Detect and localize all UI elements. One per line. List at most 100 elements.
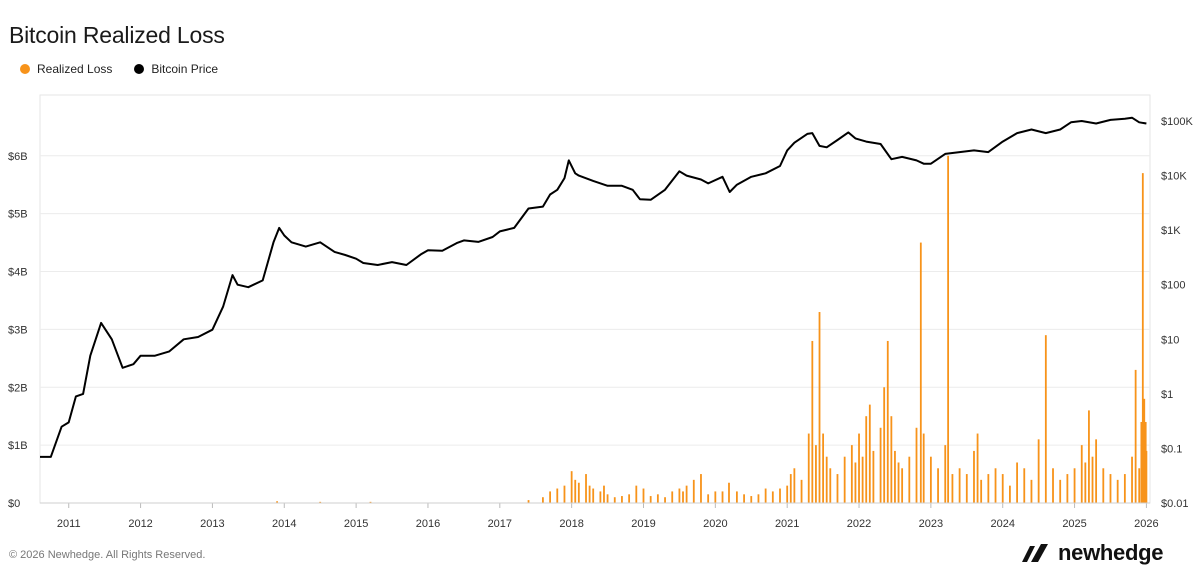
x-tick-label: 2012 bbox=[128, 518, 152, 530]
realized-loss-bar bbox=[915, 427, 918, 503]
x-tick-label: 2023 bbox=[919, 518, 943, 530]
x-tick-label: 2020 bbox=[703, 518, 727, 530]
realized-loss-bar bbox=[1095, 439, 1098, 503]
y-left-tick-label: $3B bbox=[8, 324, 28, 336]
y-left-tick-label: $6B bbox=[8, 151, 28, 163]
y-right-tick-label: $1K bbox=[1161, 225, 1181, 237]
realized-loss-bar bbox=[919, 242, 922, 503]
realized-loss-bar bbox=[563, 485, 566, 503]
realized-loss-bar bbox=[1080, 445, 1083, 503]
realized-loss-bar bbox=[1109, 474, 1112, 503]
y-right-tick-label: $10K bbox=[1161, 171, 1187, 183]
y-right-tick-label: $100K bbox=[1161, 116, 1193, 128]
x-tick-label: 2018 bbox=[559, 518, 583, 530]
realized-loss-bar bbox=[872, 450, 875, 503]
realized-loss-bar bbox=[276, 501, 278, 503]
legend-item-realized-loss[interactable]: Realized Loss bbox=[20, 62, 112, 76]
realized-loss-bar bbox=[890, 416, 893, 503]
x-tick-label: 2017 bbox=[488, 518, 512, 530]
realized-loss-bar bbox=[319, 501, 322, 503]
x-tick-label: 2013 bbox=[200, 518, 224, 530]
realized-loss-bar bbox=[786, 485, 789, 503]
realized-loss-bar bbox=[1084, 462, 1087, 503]
realized-loss-bar bbox=[577, 482, 580, 503]
brand-name: newhedge bbox=[1058, 540, 1164, 565]
realized-loss-bar bbox=[1123, 474, 1126, 503]
realized-loss-bar bbox=[951, 474, 954, 503]
realized-loss-bar bbox=[843, 456, 846, 503]
realized-loss-bar bbox=[1052, 468, 1054, 503]
realized-loss-bar bbox=[549, 491, 551, 503]
realized-loss-bar bbox=[1009, 485, 1011, 503]
realized-loss-bar bbox=[1091, 456, 1094, 503]
realized-loss-bar bbox=[779, 488, 781, 503]
realized-loss-bar bbox=[1073, 468, 1076, 503]
realized-loss-bar bbox=[1140, 421, 1143, 503]
realized-loss-bar bbox=[994, 468, 997, 503]
realized-loss-bar bbox=[815, 445, 817, 503]
realized-loss-bar bbox=[714, 491, 717, 503]
x-tick-label: 2025 bbox=[1062, 518, 1086, 530]
realized-loss-bar bbox=[649, 496, 652, 503]
realized-loss-bar bbox=[897, 462, 900, 503]
x-tick-label: 2021 bbox=[775, 518, 799, 530]
y-left-tick-label: $0 bbox=[8, 498, 20, 510]
realized-loss-bar bbox=[807, 433, 810, 503]
realized-loss-bar bbox=[743, 494, 745, 503]
y-right-tick-label: $100 bbox=[1161, 280, 1185, 292]
realized-loss-bar bbox=[606, 494, 609, 503]
realized-loss-bar bbox=[865, 416, 868, 503]
realized-loss-bar bbox=[958, 468, 961, 503]
x-tick-label: 2026 bbox=[1134, 518, 1158, 530]
realized-loss-bar bbox=[1059, 479, 1062, 503]
copyright-text: © 2026 Newhedge. All Rights Reserved. bbox=[9, 549, 206, 561]
realized-loss-bar bbox=[628, 494, 631, 503]
realized-loss-bar bbox=[789, 474, 792, 503]
realized-loss-bar bbox=[894, 450, 896, 503]
realized-loss-bar bbox=[1016, 462, 1018, 503]
realized-loss-bar bbox=[793, 468, 796, 503]
x-tick-label: 2024 bbox=[990, 518, 1014, 530]
x-tick-label: 2014 bbox=[272, 518, 296, 530]
realized-loss-bar bbox=[656, 494, 659, 503]
realized-loss-bar bbox=[1116, 479, 1119, 503]
realized-loss-bar bbox=[664, 497, 666, 503]
realized-loss-bar bbox=[1138, 468, 1141, 503]
brand-logo[interactable]: newhedge bbox=[1022, 540, 1163, 566]
realized-loss-bar bbox=[1145, 450, 1148, 503]
realized-loss-bar bbox=[599, 491, 602, 503]
realized-loss-bar bbox=[570, 471, 573, 503]
realized-loss-bar bbox=[879, 427, 882, 503]
realized-loss-bar bbox=[800, 479, 803, 503]
realized-loss-bar bbox=[937, 468, 939, 503]
realized-loss-bar bbox=[585, 474, 587, 503]
realized-loss-bar bbox=[861, 456, 864, 503]
realized-loss-bar bbox=[811, 340, 814, 503]
realized-loss-bar bbox=[973, 450, 975, 503]
realized-loss-bar bbox=[836, 474, 839, 503]
realized-loss-bar bbox=[682, 491, 684, 503]
bitcoin-price-line bbox=[40, 116, 1147, 458]
realized-loss-bar bbox=[642, 488, 645, 503]
realized-loss-bar bbox=[1134, 369, 1137, 503]
realized-loss-bar bbox=[527, 500, 530, 503]
realized-loss-bar bbox=[829, 468, 832, 503]
y-left-tick-label: $5B bbox=[8, 209, 28, 221]
realized-loss-bar bbox=[965, 474, 968, 503]
legend-dot-bitcoin-price bbox=[134, 64, 145, 74]
realized-loss-bar bbox=[1102, 468, 1105, 503]
legend-item-bitcoin-price[interactable]: Bitcoin Price bbox=[134, 62, 218, 76]
realized-loss-bar bbox=[603, 485, 605, 503]
realized-loss-bar bbox=[721, 491, 724, 503]
y-left-tick-label: $4B bbox=[8, 267, 28, 279]
realized-loss-bar bbox=[771, 491, 774, 503]
realized-loss-bar bbox=[1141, 173, 1144, 503]
legend-dot-realized-loss bbox=[20, 64, 30, 74]
realized-loss-bar bbox=[635, 485, 638, 503]
realized-loss-bar bbox=[858, 433, 860, 503]
realized-loss-bar bbox=[1037, 439, 1040, 503]
realized-loss-bar bbox=[883, 387, 886, 503]
realized-loss-bar bbox=[592, 488, 595, 503]
legend-label-realized-loss: Realized Loss bbox=[37, 62, 113, 76]
